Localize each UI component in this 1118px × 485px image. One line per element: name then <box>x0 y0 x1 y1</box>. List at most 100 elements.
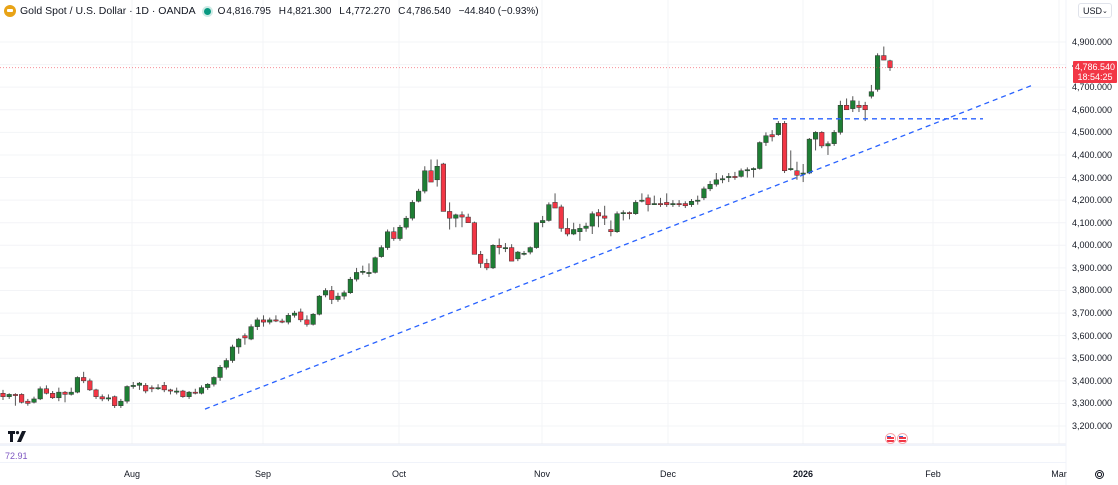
candle-body <box>819 132 825 147</box>
candle-body <box>868 91 874 97</box>
candle-body <box>515 251 521 260</box>
candle-body <box>149 387 155 390</box>
candle-body <box>782 123 788 172</box>
time-axis-label: Mar <box>1051 469 1067 479</box>
candle-body <box>198 387 205 394</box>
candle-body <box>391 231 397 239</box>
candle-body <box>0 393 6 397</box>
candle-body <box>769 134 775 138</box>
candle-body <box>502 247 508 250</box>
candle-body <box>633 202 639 214</box>
price-axis-label: 3,500.000 <box>1071 353 1112 364</box>
candle-body <box>428 170 434 183</box>
time-axis-label: 2026 <box>792 469 814 479</box>
candle-body <box>527 247 533 253</box>
candle-body <box>813 132 819 140</box>
low-key: L <box>339 5 345 17</box>
candle-body <box>205 383 211 388</box>
candle-body <box>577 228 583 233</box>
candle-body <box>509 247 515 262</box>
price-axis-label: 4,000.000 <box>1071 240 1112 251</box>
market-open-status-icon <box>203 7 211 15</box>
price-axis-label: 4,500.000 <box>1071 127 1112 138</box>
candle-body <box>347 278 353 293</box>
candle-body <box>12 394 18 396</box>
us-economic-event-flag-icon[interactable] <box>885 433 896 444</box>
price-axis-label: 4,200.000 <box>1071 195 1112 206</box>
pane-separator[interactable] <box>0 444 1066 446</box>
candle-body <box>465 216 471 223</box>
candle-body <box>211 377 217 385</box>
candle-body <box>105 397 111 400</box>
price-axis-label: 3,300.000 <box>1071 398 1112 409</box>
chart-settings-gear-icon[interactable] <box>1095 470 1104 479</box>
candle-body <box>583 225 589 229</box>
support-trendline <box>204 84 1034 410</box>
currency-dropdown[interactable]: USD ⌄ <box>1078 3 1112 18</box>
candle-body <box>453 214 459 219</box>
candle-body <box>750 168 757 170</box>
candle-body <box>707 184 713 190</box>
candle-body <box>825 143 831 147</box>
candle-body <box>676 203 682 205</box>
price-axis-label: 4,900.000 <box>1071 37 1112 47</box>
price-axis-label: 3,400.000 <box>1071 375 1112 386</box>
close-value: 4,786.540 <box>406 5 451 17</box>
candle-body <box>546 204 552 221</box>
price-axis-label: 4,300.000 <box>1071 172 1112 183</box>
time-axis-label: Aug <box>123 469 141 479</box>
candle-body <box>385 231 391 248</box>
candle-body <box>267 319 273 323</box>
candle-body <box>136 382 143 386</box>
candle-body <box>130 385 136 387</box>
open-value: 4,816.795 <box>226 5 271 17</box>
chevron-down-icon: ⌄ <box>1102 7 1108 15</box>
price-axis-label: 3,600.000 <box>1071 330 1112 341</box>
candle-body <box>174 390 180 393</box>
candle-body <box>794 170 800 176</box>
candle-body <box>478 254 484 264</box>
candle-body <box>850 100 856 109</box>
symbol-title[interactable]: Gold Spot / U.S. Dollar · 1D · OANDA <box>20 5 196 17</box>
candle-body <box>540 220 546 223</box>
time-axis-label: Dec <box>659 469 677 479</box>
candle-body <box>651 203 657 205</box>
price-axis-label: 4,600.000 <box>1071 104 1112 115</box>
candle-body <box>236 338 242 348</box>
candle-body <box>143 385 149 392</box>
candle-body <box>360 271 366 273</box>
candle-body <box>788 168 794 170</box>
tradingview-logo[interactable] <box>8 429 28 447</box>
candle-body <box>695 199 701 202</box>
candle-body <box>37 388 43 400</box>
price-axis-label: 3,900.000 <box>1071 262 1112 273</box>
candle-body <box>844 105 850 111</box>
time-axis-label: Feb <box>925 469 941 479</box>
currency-label: USD <box>1083 5 1103 16</box>
candle-body <box>459 214 465 218</box>
candle-body <box>440 163 446 212</box>
us-economic-event-flag-icon[interactable] <box>897 433 908 444</box>
candle-body <box>335 295 341 300</box>
candle-body <box>50 393 56 399</box>
candle-body <box>248 326 254 340</box>
candle-body <box>806 138 812 174</box>
candle-body <box>397 226 403 239</box>
candle-body <box>645 197 651 205</box>
candle-body <box>726 176 732 178</box>
time-axis-label: Nov <box>533 469 551 479</box>
candle-body <box>112 396 118 406</box>
candle-body <box>490 245 496 269</box>
candle-body <box>719 178 726 181</box>
candle-body <box>378 247 384 257</box>
candle-body <box>223 360 229 368</box>
candle-body <box>657 203 664 205</box>
price-axis-label: 3,200.000 <box>1071 421 1112 432</box>
candle-body <box>99 396 105 400</box>
candle-body <box>291 312 298 316</box>
candle-body <box>713 179 719 185</box>
candle-body <box>124 386 130 402</box>
candle-body <box>229 346 236 361</box>
candle-body <box>155 387 161 390</box>
